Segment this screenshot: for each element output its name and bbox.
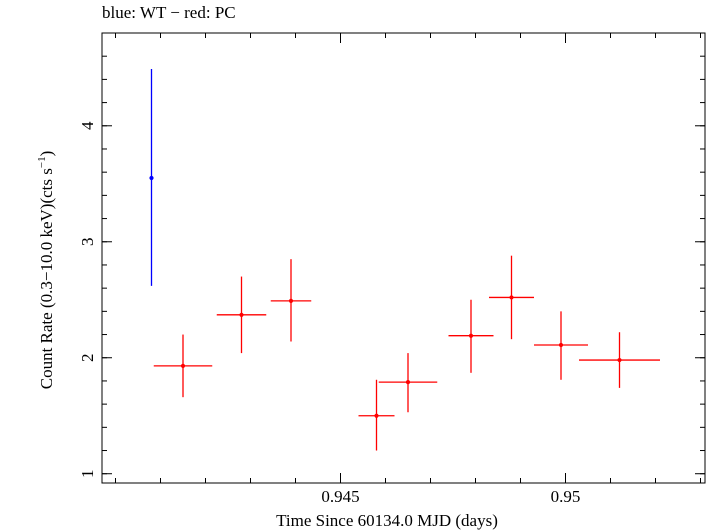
y-axis-label-close: ) bbox=[37, 151, 56, 157]
data-point bbox=[617, 357, 622, 363]
data-point bbox=[558, 342, 564, 348]
y-axis-label: Count Rate (0.3−10.0 keV)(cts s−1) bbox=[36, 151, 56, 390]
y-tick-label: 3 bbox=[78, 238, 97, 247]
data-point bbox=[374, 413, 379, 418]
series-0 bbox=[149, 68, 154, 286]
data-point bbox=[149, 175, 154, 181]
tick-labels: 0.945 0.95 1 2 3 4 bbox=[78, 121, 580, 506]
x-tick-label: 0.945 bbox=[321, 487, 359, 506]
y-tick-label: 4 bbox=[78, 121, 97, 130]
data-points bbox=[149, 68, 660, 451]
y-tick-label: 1 bbox=[78, 469, 97, 478]
y-axis-label-exponent: −1 bbox=[36, 156, 48, 168]
data-point bbox=[468, 333, 474, 338]
plot-frame bbox=[101, 32, 706, 484]
y-axis-label-main: Count Rate (0.3−10.0 keV)(cts s bbox=[37, 168, 56, 389]
series-1 bbox=[153, 255, 660, 451]
data-point bbox=[509, 295, 514, 300]
chart-title: blue: WT − red: PC bbox=[102, 3, 236, 22]
data-point bbox=[405, 379, 411, 385]
data-point bbox=[288, 298, 294, 304]
y-tick-label: 2 bbox=[78, 353, 97, 362]
data-point bbox=[180, 363, 186, 368]
x-tick-label: 0.95 bbox=[551, 487, 581, 506]
x-axis-label: Time Since 60134.0 MJD (days) bbox=[276, 511, 498, 530]
axis-ticks bbox=[102, 32, 705, 483]
data-point bbox=[239, 312, 244, 317]
